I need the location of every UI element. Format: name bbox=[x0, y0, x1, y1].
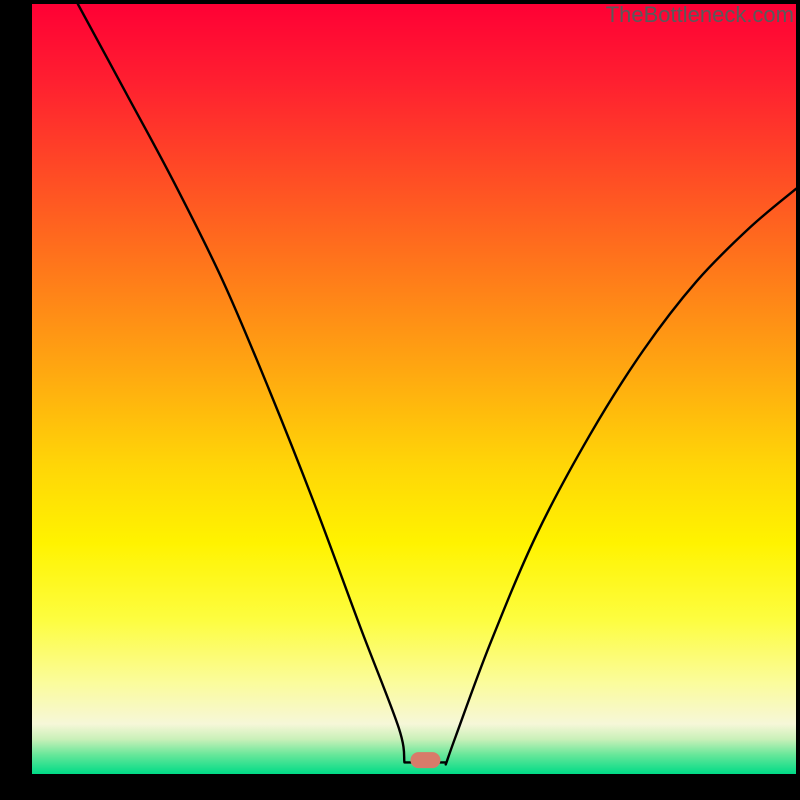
chart-stage: TheBottleneck.com bbox=[0, 0, 800, 800]
chart-svg bbox=[0, 0, 800, 800]
min-marker bbox=[410, 752, 440, 768]
watermark-text: TheBottleneck.com bbox=[606, 2, 794, 28]
plot-background-gradient bbox=[32, 4, 796, 774]
